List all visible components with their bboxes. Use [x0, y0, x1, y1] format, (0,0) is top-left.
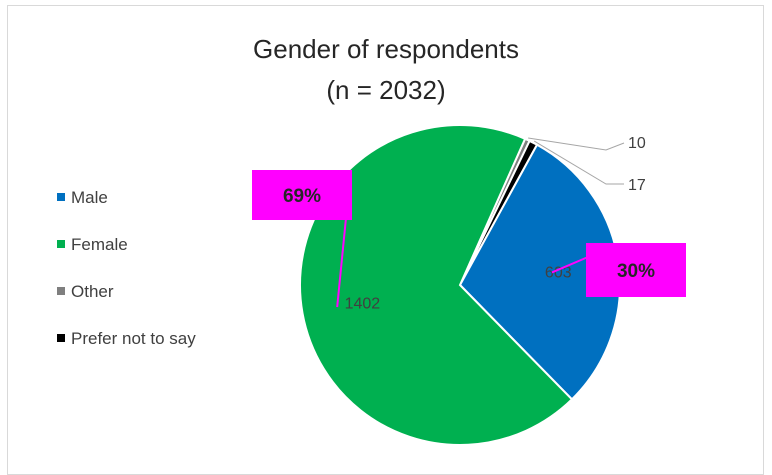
callout-box-male [586, 243, 686, 297]
data-label-prefer-not-to-say: 17 [628, 177, 646, 194]
percent-label-male: 30% [617, 261, 655, 282]
leader-line-prefer-not-to-say [533, 140, 624, 185]
legend: Male Female Other Prefer not to say [57, 188, 196, 348]
percent-callouts: 69% 30% [252, 170, 686, 308]
legend-swatch-male [57, 193, 65, 201]
legend-label-other: Other [71, 282, 114, 301]
data-label-male: 603 [545, 265, 572, 282]
chart-subtitle: (n = 2032) [326, 75, 445, 105]
pie-slices [299, 124, 621, 446]
leader-lines [528, 137, 625, 185]
legend-label-female: Female [71, 235, 128, 254]
callout-line-female [336, 217, 347, 308]
callout-box-female [252, 170, 352, 220]
chart-title: Gender of respondents [253, 34, 519, 64]
pie-slice-female [299, 124, 574, 446]
legend-swatch-prefer-not-to-say [57, 334, 65, 342]
data-labels: 603 1402 10 17 [345, 135, 646, 313]
legend-label-prefer-not-to-say: Prefer not to say [71, 329, 196, 348]
legend-label-male: Male [71, 188, 108, 207]
data-label-female: 1402 [345, 296, 381, 313]
legend-swatch-other [57, 287, 65, 295]
callout-line-male [551, 256, 589, 274]
data-label-other: 10 [628, 135, 646, 152]
percent-label-female: 69% [283, 186, 321, 207]
legend-swatch-female [57, 240, 65, 248]
leader-line-other [528, 137, 625, 151]
